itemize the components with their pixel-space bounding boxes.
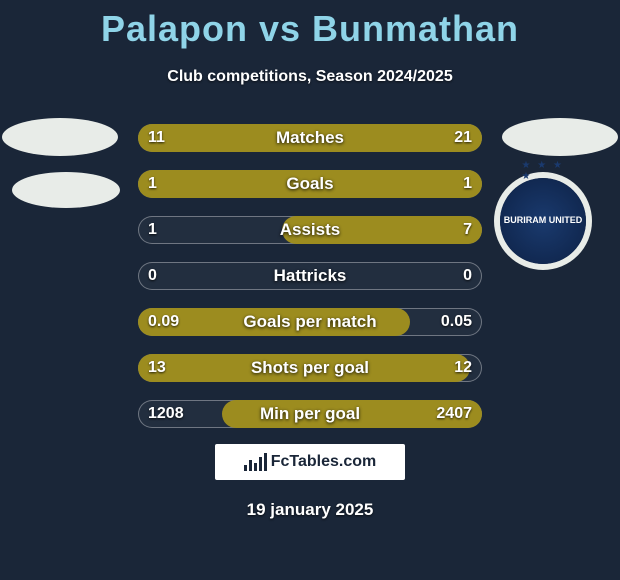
value-right: 21	[454, 120, 472, 156]
stat-row: 1121Matches	[0, 120, 620, 156]
comparison-chart: 1121Matches11Goals17Assists00Hattricks0.…	[0, 120, 620, 442]
stat-row: 17Assists	[0, 212, 620, 248]
stat-row: 11Goals	[0, 166, 620, 202]
value-right: 7	[463, 212, 472, 248]
branding-text: FcTables.com	[271, 453, 377, 471]
value-left: 13	[148, 350, 166, 386]
stat-row: 0.090.05Goals per match	[0, 304, 620, 340]
stat-row: 00Hattricks	[0, 258, 620, 294]
bar-track-left	[138, 262, 310, 290]
value-right: 12	[454, 350, 472, 386]
stat-row: 12082407Min per goal	[0, 396, 620, 432]
date-label: 19 january 2025	[0, 500, 620, 520]
value-right: 0.05	[441, 304, 472, 340]
bar-right	[310, 354, 470, 382]
value-left: 1	[148, 166, 157, 202]
value-left: 0.09	[148, 304, 179, 340]
value-right: 0	[463, 258, 472, 294]
stat-row: 1312Shots per goal	[0, 350, 620, 386]
value-left: 1	[148, 212, 157, 248]
value-left: 0	[148, 258, 157, 294]
branding-icon	[244, 453, 267, 471]
bar-left	[282, 216, 310, 244]
bar-left	[222, 400, 310, 428]
bar-right	[310, 170, 482, 198]
value-right: 1	[463, 166, 472, 202]
value-left: 1208	[148, 396, 184, 432]
value-left: 11	[148, 120, 165, 156]
bar-right	[310, 216, 482, 244]
bar-left	[138, 170, 310, 198]
bar-track-right	[310, 262, 482, 290]
page-title: Palapon vs Bunmathan	[0, 0, 620, 50]
subtitle: Club competitions, Season 2024/2025	[0, 68, 620, 86]
branding-box: FcTables.com	[215, 444, 405, 480]
value-right: 2407	[436, 396, 472, 432]
bar-right	[310, 308, 410, 336]
